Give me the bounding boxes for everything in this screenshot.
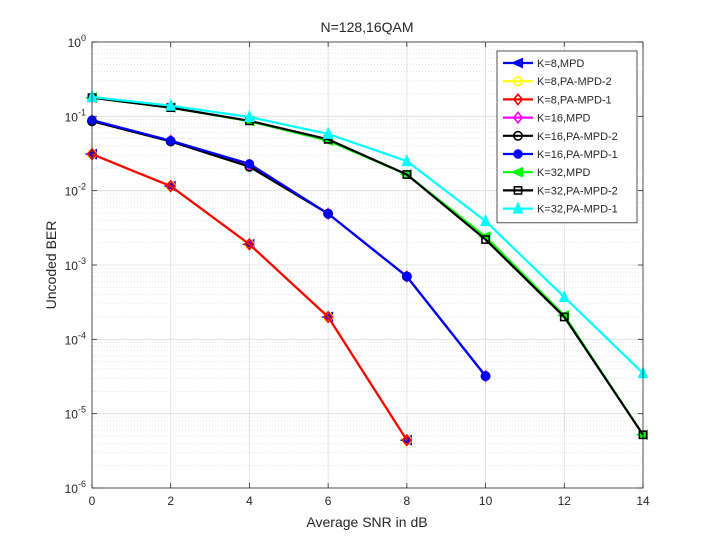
legend: K=8,MPD K=8,PA-MPD-2 K=8,PA-MPD-1 K=16,MPD K… — [496, 50, 638, 224]
triangle-up-marker — [401, 153, 413, 167]
axes: 0 2 4 6 8 10 12 14 100 10-1 10-2 10-3 10-4 10-5 10-6 — [65, 33, 650, 508]
series-line — [91, 95, 644, 375]
y-tick-label: 10-6 — [65, 479, 86, 496]
star-marker — [166, 136, 176, 146]
diamond-marker — [322, 310, 334, 324]
y-tick-label: 10-1 — [65, 107, 86, 124]
legend-entry: K=16,PA-MPD-2 — [503, 131, 618, 143]
y-tick-label: 10-2 — [65, 182, 86, 199]
series-2 — [86, 147, 413, 447]
legend-label: K=32,MPD — [537, 167, 591, 179]
x-tick-label: 12 — [558, 494, 572, 508]
legend-label: K=32,PA-MPD-1 — [537, 204, 618, 216]
star-marker — [244, 159, 255, 169]
y-tick-label: 10-4 — [65, 330, 86, 347]
x-tick-label: 2 — [167, 494, 174, 508]
star-marker — [513, 149, 523, 159]
diamond-marker — [512, 111, 524, 125]
diamond-marker — [401, 433, 413, 447]
x-tick-label: 0 — [89, 494, 96, 508]
triangle-up-marker — [322, 126, 334, 139]
series-line — [91, 119, 487, 377]
legend-label: K=8,PA-MPD-1 — [537, 94, 612, 106]
triangle-up-marker — [558, 289, 570, 303]
square-marker — [513, 186, 523, 195]
star-marker — [323, 208, 333, 219]
chart-title: N=128,16QAM — [321, 19, 414, 35]
y-axis-label: Uncoded BER — [43, 221, 59, 310]
diamond-marker — [244, 237, 255, 251]
series-line — [91, 96, 644, 436]
legend-label: K=16,PA-MPD-1 — [537, 149, 618, 161]
square-marker — [402, 170, 412, 179]
legend-entry: K=8,MPD — [503, 57, 584, 70]
square-marker — [481, 235, 490, 244]
circle-marker — [512, 130, 523, 141]
legend-label: K=8,MPD — [537, 58, 584, 70]
legend-entry: K=16,PA-MPD-1 — [503, 149, 618, 161]
x-tick-label: 8 — [404, 494, 411, 508]
triangle-up-marker — [165, 98, 177, 111]
legend-entry: K=32,MPD — [503, 166, 591, 179]
legend-label: K=16,MPD — [537, 113, 591, 125]
star-marker — [402, 271, 412, 282]
y-tick-label: 10-3 — [65, 256, 86, 273]
x-tick-label: 10 — [479, 494, 493, 508]
square-marker — [559, 312, 569, 322]
legend-entry: K=32,PA-MPD-1 — [503, 201, 618, 216]
legend-entry: K=16,MPD — [503, 111, 591, 125]
triangle-left-marker — [510, 166, 524, 178]
triangle-left-marker — [510, 57, 524, 69]
diamond-marker — [512, 92, 524, 106]
series-line — [91, 153, 408, 441]
x-axis-label: Average SNR in dB — [306, 514, 427, 530]
x-tick-label: 6 — [325, 494, 332, 508]
y-tick-label: 100 — [68, 33, 86, 50]
series-layer — [84, 89, 649, 447]
diamond-marker — [165, 179, 176, 193]
legend-entry: K=8,PA-MPD-1 — [503, 92, 612, 106]
triangle-up-marker — [480, 213, 492, 227]
triangle-up-marker — [512, 201, 524, 214]
legend-entry: K=8,PA-MPD-2 — [503, 76, 612, 88]
series-5 — [87, 115, 491, 381]
circle-marker — [512, 76, 523, 87]
x-tick-label: 4 — [246, 494, 253, 508]
legend-entry: K=32,PA-MPD-2 — [503, 185, 618, 197]
legend-label: K=16,PA-MPD-2 — [537, 131, 618, 143]
legend-label: K=32,PA-MPD-2 — [537, 185, 618, 197]
y-tick-label: 10-5 — [65, 405, 86, 422]
x-tick-label: 14 — [636, 494, 650, 508]
triangle-up-marker — [243, 109, 255, 122]
legend-label: K=8,PA-MPD-2 — [537, 76, 612, 88]
star-marker — [480, 371, 491, 381]
